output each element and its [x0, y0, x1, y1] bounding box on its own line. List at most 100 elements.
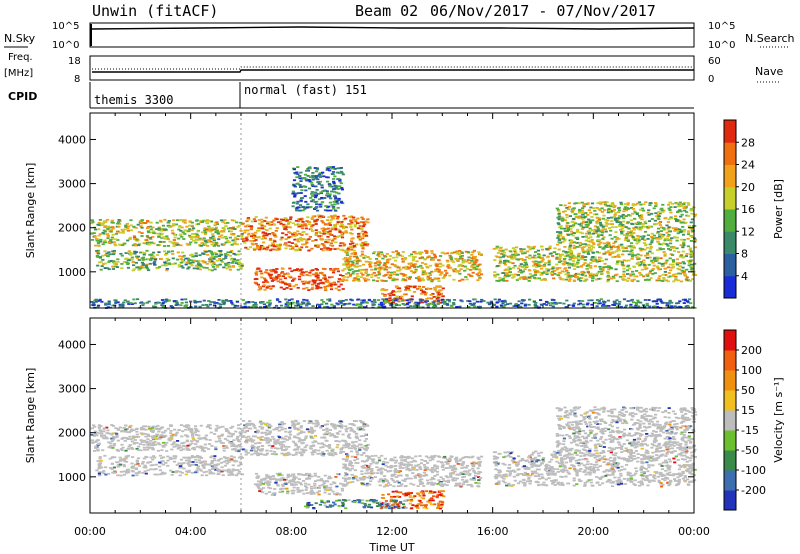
power-echo-cell [315, 189, 319, 191]
power-echo-cell [343, 231, 347, 234]
power-echo-cell [581, 207, 585, 210]
power-echo-cell [197, 238, 202, 241]
power-echo-cell [618, 221, 622, 224]
power-echo-cell [272, 233, 276, 236]
power-echo-cell [599, 203, 603, 205]
power-echo-cell [633, 210, 637, 213]
power-echo-cell [502, 272, 506, 274]
power-echo-cell [116, 261, 120, 263]
power-echo-cell [657, 235, 662, 238]
power-echo-cell [665, 231, 669, 234]
power-echo-cell [422, 286, 426, 288]
power-echo-cell [645, 302, 649, 305]
power-echo-cell [626, 264, 631, 267]
power-echo-cell [148, 236, 152, 239]
power-echo-cell [493, 275, 497, 278]
freq-trace [92, 69, 694, 73]
power-echo-cell [342, 214, 346, 217]
power-echo-cell [347, 260, 351, 263]
power-echo-cell [307, 249, 311, 252]
power-echo-cell [152, 242, 156, 245]
power-echo-cell [150, 231, 154, 234]
power-echo-cell [101, 254, 105, 257]
power-echo-cell [505, 279, 509, 282]
power-echo-cell [675, 263, 680, 266]
power-echo-cell [430, 280, 434, 283]
power-echo-cell [354, 220, 358, 223]
power-echo-cell [353, 253, 357, 255]
power-echo-cell [111, 233, 115, 236]
power-echo-cell [190, 224, 195, 227]
power-echo-cell [180, 265, 184, 267]
power-echo-cell [281, 268, 285, 270]
power-echo-cell [440, 252, 444, 254]
power-echo-cell [478, 270, 482, 273]
velocity-echo-cell [206, 424, 211, 427]
power-echo-cell [479, 254, 483, 256]
power-echo-cell [366, 243, 370, 245]
power-echo-cell [542, 265, 547, 268]
power-echo-cell [609, 205, 613, 208]
power-echo-cell [107, 251, 111, 254]
power-echo-cell [311, 176, 315, 179]
power-echo-cell [215, 302, 219, 304]
power-echo-cell [140, 261, 144, 264]
power-echo-cell [147, 300, 151, 303]
power-echo-cell [600, 270, 604, 273]
power-echo-cell [176, 243, 180, 246]
power-echo-cell [351, 272, 355, 275]
power-echo-cell [122, 301, 126, 304]
power-echo-cell [267, 305, 271, 307]
power-echo-cell [544, 300, 549, 303]
power-echo-cell [593, 265, 597, 268]
power-echo-cell [655, 306, 660, 308]
power-echo-cell [626, 221, 630, 224]
power-echo-cell [593, 302, 597, 304]
power-echo-cell [209, 250, 213, 253]
power-echo-cell [539, 299, 543, 301]
power-echo-cell [316, 278, 320, 280]
power-echo-cell [652, 234, 657, 237]
power-echo-cell [523, 264, 527, 266]
power-echo-cell [630, 279, 634, 282]
power-echo-cell [671, 259, 675, 261]
power-echo-cell [334, 197, 338, 200]
power-echo-cell [328, 233, 333, 236]
power-echo-cell [679, 210, 683, 213]
power-echo-cell [521, 266, 525, 269]
cpid-segment-1: themis 3300 [94, 93, 173, 107]
velocity-echo-cell [175, 464, 179, 466]
power-echo-cell [624, 203, 628, 205]
velocity-echo-cell [149, 464, 153, 467]
power-echo-cell [231, 226, 236, 229]
power-echo-cell [489, 300, 493, 303]
velocity-echo-cell [194, 425, 198, 428]
power-echo-cell [373, 298, 377, 301]
power-echo-cell [354, 255, 359, 258]
velocity-echo-cell [216, 463, 220, 466]
power-echo-cell [326, 247, 330, 249]
velocity-echo-cell [113, 470, 117, 472]
power-echo-cell [584, 203, 588, 205]
power-echo-cell [356, 259, 360, 262]
power-echo-cell [496, 273, 500, 276]
power-echo-cell [549, 272, 553, 274]
power-echo-cell [576, 228, 580, 231]
power-echo-cell [468, 302, 472, 305]
power-echo-cell [475, 265, 479, 268]
power-echo-cell [222, 228, 226, 231]
power-echo-cell [180, 219, 184, 221]
velocity-echo-cell [194, 464, 198, 466]
power-echo-cell [307, 179, 311, 181]
power-echo-cell [275, 298, 280, 301]
power-echo-cell [590, 216, 594, 218]
power-echo-cell [650, 252, 654, 255]
power-echo-cell [331, 171, 336, 173]
power-echo-cell [686, 279, 691, 282]
power-echo-cell [631, 208, 635, 210]
power-echo-cell [250, 220, 254, 223]
power-echo-cell [278, 275, 282, 277]
power-echo-cell [587, 231, 591, 234]
power-echo-cell [661, 280, 665, 282]
power-echo-cell [589, 274, 593, 277]
